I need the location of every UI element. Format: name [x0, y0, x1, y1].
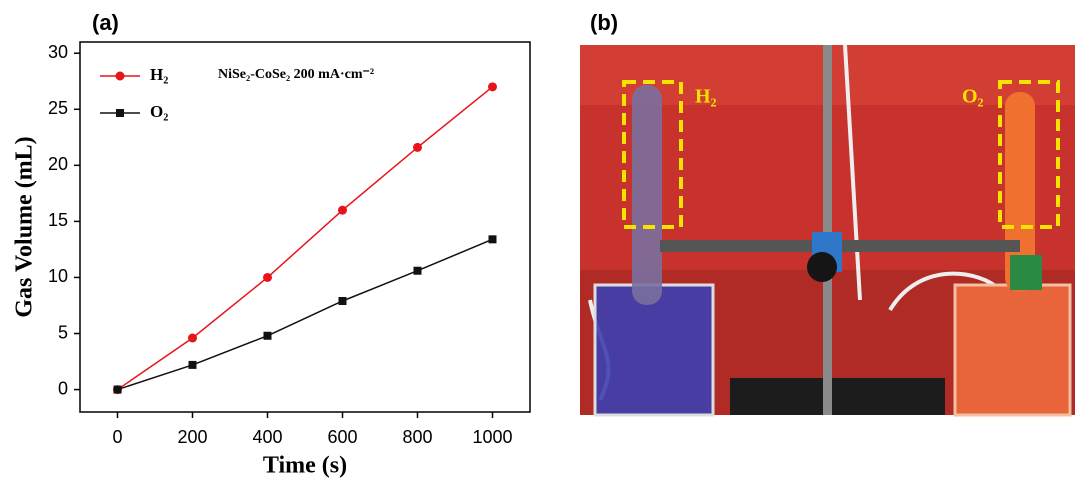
photo-label: H₂	[695, 86, 717, 108]
y-tick-label: 10	[48, 266, 68, 286]
data-point	[188, 334, 197, 343]
data-point	[189, 361, 197, 369]
beaker-right	[955, 285, 1070, 415]
y-tick-label: 0	[58, 378, 68, 398]
y-tick-label: 20	[48, 154, 68, 174]
x-tick-label: 1000	[472, 427, 512, 447]
photo-label: O₂	[962, 86, 984, 108]
data-point	[263, 273, 272, 282]
x-tick-label: 0	[112, 427, 122, 447]
data-point	[414, 267, 422, 275]
legend-marker	[116, 109, 124, 117]
y-tick-label: 5	[58, 322, 68, 342]
data-point	[339, 297, 347, 305]
data-point	[338, 206, 347, 215]
legend-label: O₂	[150, 102, 168, 121]
y-tick-label: 15	[48, 210, 68, 230]
series-line	[118, 239, 493, 389]
data-point	[264, 332, 272, 340]
x-tick-label: 200	[177, 427, 207, 447]
holder	[1010, 255, 1042, 290]
figure: (a) (b) H₂ O₂ Time (s) Gas Volume (mL) N…	[0, 0, 1084, 485]
data-point	[488, 82, 497, 91]
panel-label: (b)	[590, 10, 618, 35]
x-tick-label: 400	[252, 427, 282, 447]
photo: H₂ O₂	[580, 45, 1075, 415]
stand-base	[730, 378, 945, 415]
x-tick-label: 800	[402, 427, 432, 447]
annotation: NiSe₂-CoSe₂ 200 mA·cm⁻²	[218, 67, 374, 82]
data-point	[114, 386, 122, 394]
data-point	[413, 143, 422, 152]
y-tick-label: 30	[48, 42, 68, 62]
plot-frame	[80, 42, 530, 412]
stand-rod	[823, 45, 832, 415]
beaker-left	[595, 285, 713, 415]
data-point	[489, 235, 497, 243]
legend-marker	[116, 72, 125, 81]
y-axis-label: Gas Volume (mL)	[12, 136, 38, 317]
knob	[807, 252, 837, 282]
y-tick-label: 25	[48, 98, 68, 118]
legend-label: H₂	[150, 65, 168, 84]
tube-left	[632, 85, 662, 305]
x-axis-label: Time (s)	[263, 453, 347, 479]
panel-label: (a)	[92, 10, 119, 35]
x-tick-label: 600	[327, 427, 357, 447]
series-line	[118, 87, 493, 390]
